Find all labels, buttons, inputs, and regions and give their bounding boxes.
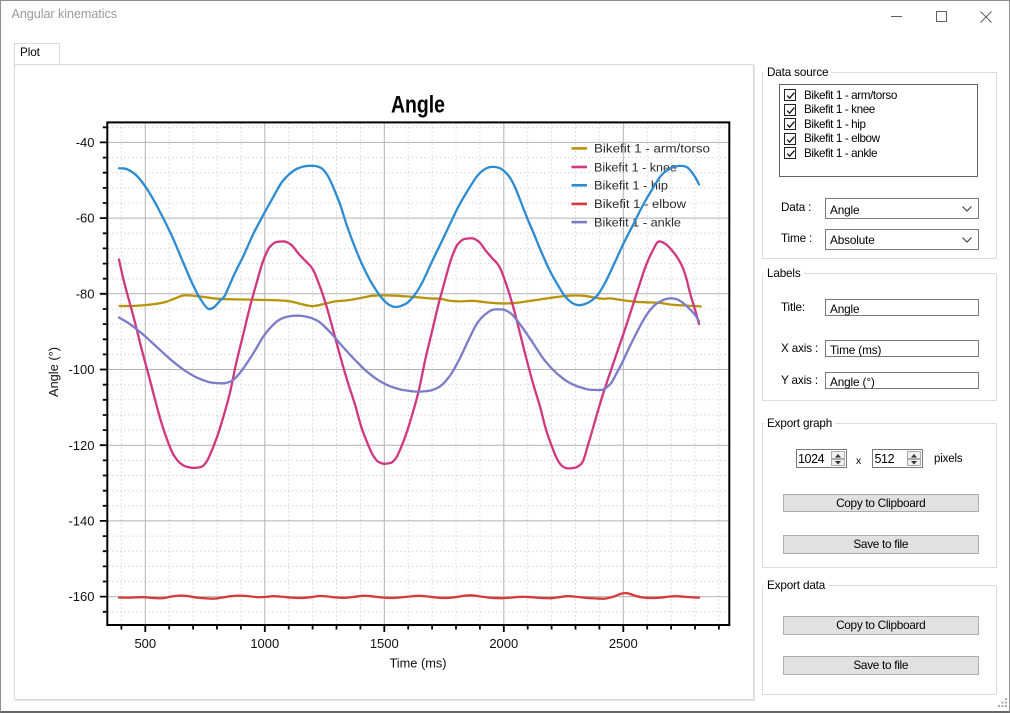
svg-text:-160: -160 bbox=[68, 589, 94, 604]
svg-text:Bikefit 1 - ankle: Bikefit 1 - ankle bbox=[594, 215, 681, 229]
svg-text:-40: -40 bbox=[76, 135, 95, 150]
svg-text:Time (ms): Time (ms) bbox=[389, 655, 446, 670]
svg-text:2000: 2000 bbox=[489, 636, 518, 651]
svg-text:Bikefit 1 - knee: Bikefit 1 - knee bbox=[594, 160, 677, 174]
svg-text:Bikefit 1 - hip: Bikefit 1 - hip bbox=[594, 179, 668, 193]
svg-text:-140: -140 bbox=[68, 514, 94, 529]
svg-text:Angle: Angle bbox=[391, 92, 445, 119]
svg-text:2500: 2500 bbox=[609, 636, 638, 651]
svg-text:1500: 1500 bbox=[370, 636, 399, 651]
svg-text:Bikefit 1 - elbow: Bikefit 1 - elbow bbox=[594, 197, 686, 211]
svg-text:-60: -60 bbox=[76, 211, 95, 226]
svg-text:Angle (°): Angle (°) bbox=[46, 347, 61, 397]
svg-text:-80: -80 bbox=[76, 286, 95, 301]
svg-text:Bikefit 1 - arm/torso: Bikefit 1 - arm/torso bbox=[594, 142, 710, 156]
svg-text:1000: 1000 bbox=[250, 636, 279, 651]
svg-text:500: 500 bbox=[134, 636, 156, 651]
svg-text:-100: -100 bbox=[68, 362, 94, 377]
svg-text:-120: -120 bbox=[68, 438, 94, 453]
